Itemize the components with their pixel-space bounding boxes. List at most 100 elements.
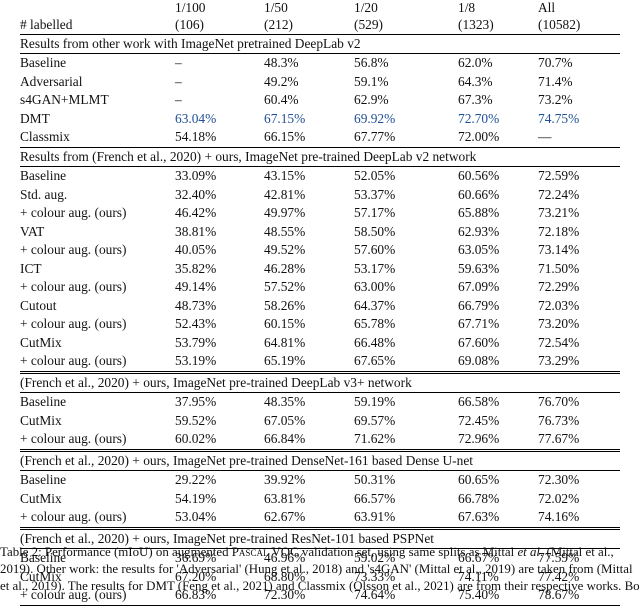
header-count: (106)	[175, 17, 264, 35]
miou-value: 53.79%	[175, 334, 217, 350]
miou-value: 70.7%	[538, 55, 573, 71]
section-title: (French et al., 2020) + ours, ImageNet p…	[20, 526, 620, 550]
miou-value: 59.52%	[175, 412, 217, 428]
miou-value: 49.2%	[264, 73, 299, 89]
miou-value: 60.66%	[458, 186, 500, 202]
miou-value: 60.65%	[458, 472, 500, 488]
miou-value: 66.15%	[264, 129, 306, 145]
caption-text: . (Mittal et al.,	[540, 545, 614, 559]
miou-value: 72.03%	[538, 297, 580, 313]
method-name: Baseline	[20, 472, 67, 488]
miou-value: 48.55%	[264, 223, 306, 239]
miou-value: 59.19%	[354, 394, 396, 410]
miou-value: 49.14%	[175, 279, 217, 295]
method-name: Baseline	[20, 394, 67, 410]
table-row: + colour aug. (ours) 53.04% 62.67% 63.91% 67…	[20, 508, 620, 528]
miou-value: 49.52%	[264, 242, 306, 258]
header-row-counts: # labelled (106) (212) (529) (1323) (105…	[20, 17, 620, 35]
miou-value: 67.3%	[458, 92, 493, 108]
miou-value: 48.3%	[264, 55, 299, 71]
method-name: CutMix	[20, 334, 62, 350]
table-row: + colour aug. (ours) 40.05% 49.52% 57.60% 63…	[20, 241, 620, 260]
miou-value: 43.15%	[264, 168, 306, 184]
miou-value: 60.15%	[264, 316, 306, 332]
table-row: Cutout 48.73% 58.26% 64.37% 66.79% 72.03%	[20, 297, 620, 316]
miou-value: 63.05%	[458, 242, 500, 258]
miou-value: 62.9%	[354, 92, 389, 108]
miou-value: 74.75%	[538, 110, 580, 126]
miou-value: 59.02%	[354, 550, 396, 566]
table-row: ICT 35.82% 46.28% 53.17% 59.63% 71.50%	[20, 260, 620, 279]
miou-value: 63.91%	[354, 509, 396, 525]
method-name: + colour aug. (ours)	[20, 509, 127, 525]
miou-value: 72.30%	[538, 472, 580, 488]
miou-value: 67.09%	[458, 279, 500, 295]
header-fraction: All	[538, 0, 556, 15]
miou-value: 72.45%	[458, 412, 500, 428]
miou-value: 67.65%	[354, 353, 396, 369]
miou-value: 77.67%	[538, 431, 580, 447]
header-count: (212)	[264, 17, 354, 35]
method-name: CutMix	[20, 568, 62, 584]
miou-value: 71.50%	[538, 260, 580, 276]
miou-value: 67.71%	[458, 316, 500, 332]
miou-value: 60.4%	[264, 92, 299, 108]
miou-value: 53.37%	[354, 186, 396, 202]
miou-value: 77.59%	[538, 550, 580, 566]
miou-value: 54.18%	[175, 129, 217, 145]
miou-value: 76.73%	[538, 412, 580, 428]
method-name: VAT	[20, 223, 45, 239]
miou-value: –	[175, 55, 182, 71]
miou-value: 36.69%	[175, 550, 217, 566]
miou-value: 67.60%	[458, 334, 500, 350]
miou-value: 67.77%	[354, 129, 396, 145]
table-row: + colour aug. (ours) 49.14% 57.52% 63.00% 67…	[20, 278, 620, 297]
miou-value: 65.78%	[354, 316, 396, 332]
section-title-row: Results from (French et al., 2020) + our…	[20, 146, 620, 168]
miou-value: 54.19%	[175, 490, 217, 506]
table-row: CutMix 54.19% 63.81% 66.57% 66.78% 72.02%	[20, 490, 620, 509]
method-name: Cutout	[20, 297, 57, 313]
miou-value: 69.92%	[354, 110, 396, 126]
method-name: Classmix	[20, 129, 70, 145]
miou-value: 59.63%	[458, 260, 500, 276]
miou-value: 72.18%	[538, 223, 580, 239]
miou-value: 67.20%	[175, 568, 217, 584]
miou-value: 74.16%	[538, 509, 580, 525]
caption-line-1: Table 2: Performance (mIoU) on augmented…	[0, 544, 640, 561]
section-title: (French et al., 2020) + ours, ImageNet p…	[20, 370, 620, 394]
method-name: s4GAN+MLMT	[20, 92, 109, 108]
miou-value: 72.70%	[458, 110, 500, 126]
section-title: Results from (French et al., 2020) + our…	[20, 146, 620, 168]
results-table-body: 1/100 1/50 1/20 1/8 All # labelled (106)…	[20, 0, 620, 606]
miou-value: 72.00%	[458, 129, 500, 145]
miou-value: 60.56%	[458, 168, 500, 184]
caption-italic-text: et al	[517, 545, 540, 559]
header-count: (10582)	[538, 17, 620, 35]
caption-text: Table 2: Performance (mIoU) on augmented	[0, 545, 232, 559]
miou-value: –	[175, 73, 182, 89]
miou-value: 32.40%	[175, 186, 217, 202]
miou-value: 64.81%	[264, 334, 306, 350]
miou-value: 72.29%	[538, 279, 580, 295]
miou-value: 60.02%	[175, 431, 217, 447]
header-count: (1323)	[458, 17, 538, 35]
table-row: VAT 38.81% 48.55% 58.50% 62.93% 72.18%	[20, 223, 620, 242]
table-row: + colour aug. (ours) 53.19% 65.19% 67.65% 69…	[20, 352, 620, 372]
section-title-row: (French et al., 2020) + ours, ImageNet p…	[20, 448, 620, 472]
section-title-row: (French et al., 2020) + ours, ImageNet p…	[20, 526, 620, 550]
method-name: + colour aug. (ours)	[20, 316, 127, 332]
miou-value: 73.14%	[538, 242, 580, 258]
miou-value: 63.00%	[354, 279, 396, 295]
miou-value: 64.37%	[354, 297, 396, 313]
miou-value: 72.24%	[538, 186, 580, 202]
miou-value: 66.84%	[264, 431, 306, 447]
method-name: Std. aug.	[20, 186, 68, 202]
table-row: + colour aug. (ours) 46.42% 49.97% 57.17% 65…	[20, 204, 620, 223]
miou-value: 69.57%	[354, 412, 396, 428]
miou-value: 57.52%	[264, 279, 306, 295]
method-name: + colour aug. (ours)	[20, 279, 127, 295]
miou-value: 48.35%	[264, 394, 306, 410]
table-row: Baseline 36.69% 46.96% 59.02% 66.67% 77.59%	[20, 549, 620, 568]
table-row: Classmix 54.18% 66.15% 67.77% 72.00% —	[20, 128, 620, 147]
